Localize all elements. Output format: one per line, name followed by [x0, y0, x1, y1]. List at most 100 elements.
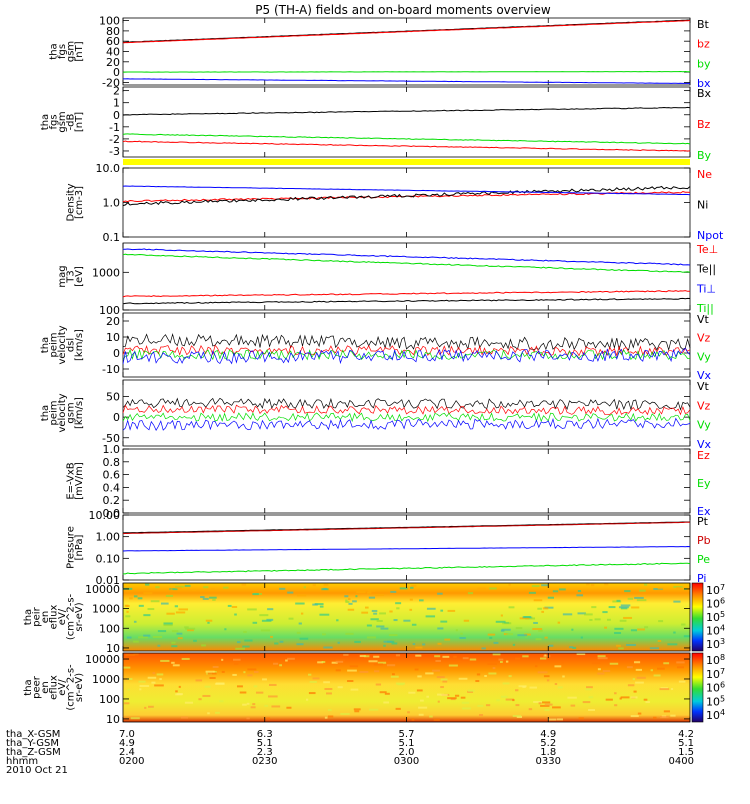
y-tick-label: 10	[106, 642, 120, 655]
legend-entry: Npot	[697, 229, 724, 242]
x-tick-z_gsm: 2.3	[257, 747, 273, 758]
legend-entry: Vt	[697, 380, 710, 393]
y-tick-label: 0.1	[103, 231, 121, 244]
series-line-0	[122, 332, 691, 352]
y-tick-label: 1000	[92, 266, 120, 279]
colorbar-tick-label: 104	[706, 624, 725, 638]
y-tick-label: 100	[99, 304, 120, 317]
y-tick-label: 0.4	[103, 481, 121, 494]
colorbar-tick-label: 106	[706, 681, 725, 695]
svg-text:[nT]: [nT]	[74, 112, 85, 132]
svg-text:tha: tha	[23, 679, 34, 695]
panel-frame	[122, 312, 691, 378]
colorbar	[691, 652, 704, 723]
x-axis-row-label: tha_Y-GSM	[6, 738, 59, 749]
legend-entry: bx	[697, 77, 711, 90]
legend-entry: Ti⊥	[696, 282, 716, 295]
panel-frame	[122, 86, 691, 158]
svg-text:sr-eV): sr-eV)	[74, 602, 85, 631]
svg-text:Pressure: Pressure	[66, 526, 77, 569]
heatmap-image	[123, 653, 690, 722]
series-line-3	[122, 253, 691, 273]
x-tick-z_gsm: 1.8	[540, 747, 556, 758]
svg-text:en: en	[40, 611, 51, 624]
x-tick-x_gsm: 4.2	[678, 729, 694, 740]
svg-text:mag: mag	[57, 265, 68, 287]
series-line-1	[122, 20, 691, 44]
svg-text:E=-VxB: E=-VxB	[66, 462, 77, 499]
series-line-3	[123, 78, 690, 84]
series-line-2	[122, 348, 691, 361]
panel-frame	[122, 17, 691, 86]
x-tick-y_gsm: 4.9	[119, 738, 135, 749]
series-line-0	[122, 106, 691, 116]
y-axis-label: Pressure[nPa]	[66, 526, 86, 569]
y-tick-label: 10.00	[89, 509, 121, 522]
svg-text:fgs: fgs	[49, 114, 60, 129]
x-tick-x_gsm: 6.3	[257, 729, 273, 740]
svg-text:peir: peir	[32, 606, 43, 626]
svg-text:gsm: gsm	[66, 402, 77, 423]
y-tick-label: 1000	[92, 673, 120, 686]
x-tick-y_gsm: 5.1	[399, 738, 415, 749]
y-tick-label: 2	[113, 85, 120, 98]
y-tick-label: 60	[106, 35, 120, 48]
series-line-3	[122, 347, 691, 365]
x-tick-hhmm: 0330	[536, 756, 561, 767]
x-tick-x_gsm: 5.7	[399, 729, 415, 740]
legend-entry: Bt	[697, 18, 710, 31]
legend-entry: Ti||	[696, 302, 714, 315]
legend-entry: Pb	[697, 534, 711, 547]
legend-entry: Vt	[697, 313, 710, 326]
x-tick-y_gsm: 5.1	[257, 738, 273, 749]
y-tick-label: 0.10	[96, 552, 121, 565]
svg-text:sr-eV): sr-eV)	[74, 673, 85, 702]
panel-efield: 1.00.80.60.40.20.0 E=-VxB[mV/m] Ez Ey Ex	[66, 443, 711, 520]
legend-entry: Te⊥	[696, 243, 718, 256]
legend-entry: Vx	[697, 369, 712, 382]
svg-text:tha: tha	[40, 337, 51, 353]
y-tick-label: 0	[113, 109, 120, 122]
y-tick-label: 10	[106, 713, 120, 726]
legend-entry: Ex	[697, 505, 711, 518]
svg-text:eV/: eV/	[57, 679, 68, 696]
svg-text:[km/s]: [km/s]	[74, 397, 85, 429]
y-tick-label: 0.8	[103, 456, 121, 469]
legend-entry: Vx	[697, 438, 712, 451]
legend-entry: Pe	[697, 553, 710, 566]
x-axis-row-label: 2010 Oct 21	[6, 765, 68, 776]
series-line-2	[122, 133, 691, 145]
colorbar	[691, 582, 704, 652]
y-tick-label: 0.2	[103, 494, 121, 507]
y-tick-label: 10000	[85, 583, 120, 596]
svg-text:tha: tha	[23, 609, 34, 625]
y-tick-label: -20	[102, 76, 120, 89]
panel-density: 10.0 1.0 0.1 Density[cm-3] Ne Ni Npot	[66, 162, 724, 244]
svg-text:fgs: fgs	[57, 44, 68, 59]
x-tick-z_gsm: 2.0	[399, 747, 415, 758]
svg-text:[mV/m]: [mV/m]	[74, 462, 85, 500]
svg-text:[cm-3]: [cm-3]	[74, 186, 85, 219]
colorbar-tick-label: 106	[706, 597, 725, 611]
y-tick-label: 50	[106, 391, 120, 404]
y-tick-label: 0	[113, 66, 120, 79]
svg-text:peim: peim	[49, 332, 60, 357]
y-tick-label: 1000	[92, 603, 120, 616]
y-tick-label: 10.0	[96, 162, 121, 175]
colorbar-tick-label: 104	[706, 708, 725, 722]
x-tick-hhmm: 0300	[394, 756, 419, 767]
legend-entry: Vy	[697, 350, 711, 363]
svg-text:tha: tha	[49, 43, 60, 59]
colorbar-tick-label: 105	[706, 694, 725, 708]
series-line-2	[123, 562, 691, 575]
series-line-3	[122, 417, 691, 431]
svg-text:dsl: dsl	[66, 338, 77, 352]
